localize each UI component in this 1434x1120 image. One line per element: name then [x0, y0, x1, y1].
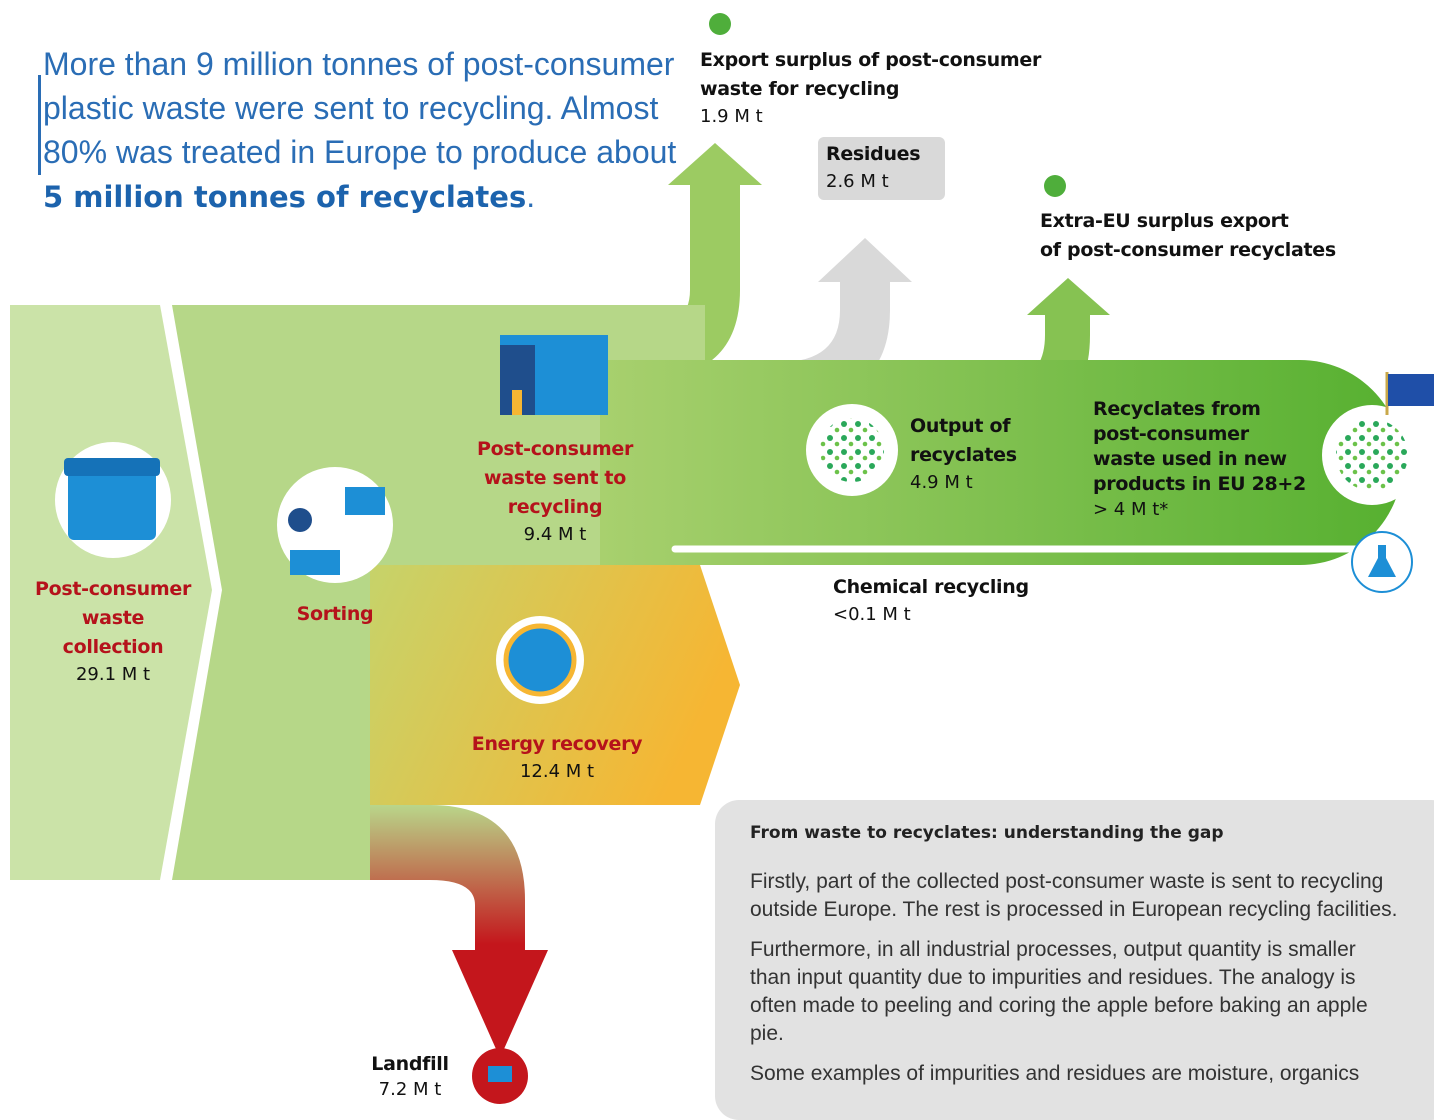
label: Output of [910, 412, 1070, 441]
label: waste for recycling [700, 75, 1160, 104]
info-body: Firstly, part of the collected post-cons… [750, 868, 1400, 1100]
info-box: From waste to recyclates: understanding … [715, 800, 1434, 1120]
info-paragraph: Firstly, part of the collected post-cons… [750, 868, 1400, 924]
sorting-node: Sorting [260, 600, 410, 629]
label: Chemical recycling [833, 573, 1133, 602]
info-paragraph: Furthermore, in all industrial processes… [750, 936, 1400, 1048]
intro-end: . [526, 178, 535, 214]
eu-use-node: Recyclates from post-consumer waste used… [1093, 397, 1333, 523]
export-node: Export surplus of post-consumer waste fo… [700, 46, 1160, 130]
globe-icon [709, 13, 731, 35]
intro-bar [38, 75, 41, 175]
output-node: Output of recyclates 4.9 M t [910, 412, 1070, 496]
residues-node: Residues 2.6 M t [826, 140, 956, 195]
label: Residues [826, 140, 956, 169]
bin-lid [64, 458, 160, 476]
value: 4.9 M t [910, 470, 1070, 496]
label: Landfill [355, 1052, 465, 1077]
output-dots [820, 418, 884, 482]
chemical-node: Chemical recycling <0.1 M t [833, 573, 1133, 628]
belt [345, 487, 385, 515]
label: Recyclates from [1093, 397, 1333, 422]
info-paragraph: Some examples of impurities and residues… [750, 1060, 1400, 1088]
label: waste [0, 604, 226, 633]
label: products in EU 28+2 [1093, 472, 1333, 497]
label: Post-consumer [0, 575, 226, 604]
value: <0.1 M t [833, 602, 1133, 628]
intro-text: More than 9 million tonnes of post-consu… [43, 46, 676, 170]
intro: More than 9 million tonnes of post-consu… [43, 42, 693, 219]
label: Energy recovery [437, 730, 677, 759]
value: 7.2 M t [355, 1077, 465, 1102]
label: waste used in new [1093, 447, 1333, 472]
label: post-consumer [1093, 422, 1333, 447]
label: Extra-EU surplus export [1040, 207, 1434, 236]
page: More than 9 million tonnes of post-consu… [0, 0, 1434, 1105]
value: 9.4 M t [445, 522, 665, 548]
value: > 4 M t* [1093, 497, 1333, 523]
value: 12.4 M t [437, 759, 677, 785]
value: 29.1 M t [0, 662, 226, 688]
info-title: From waste to recyclates: understanding … [750, 823, 1224, 843]
landfill-arrow [370, 805, 548, 1058]
collection-node: Post-consumer waste collection 29.1 M t [0, 575, 226, 688]
factory-door [512, 390, 522, 415]
label: collection [0, 633, 226, 662]
intro-highlight: 5 million tonnes of recyclates [43, 180, 526, 214]
value: 2.6 M t [826, 169, 956, 195]
label: recycling [445, 493, 665, 522]
label: Export surplus of post-consumer [700, 46, 1160, 75]
extra-eu-node: Extra-EU surplus export of post-consumer… [1040, 207, 1434, 265]
worker [288, 508, 312, 532]
value: 1.9 M t [700, 104, 1160, 130]
label: Post-consumer [445, 435, 665, 464]
tractor [488, 1066, 512, 1082]
energy-icon [506, 626, 574, 694]
landfill-node: Landfill 7.2 M t [355, 1052, 465, 1102]
globe-icon [1044, 175, 1066, 197]
label: recyclates [910, 441, 1070, 470]
energy-node: Energy recovery 12.4 M t [437, 730, 677, 785]
label: waste sent to [445, 464, 665, 493]
label: of post-consumer recyclates [1040, 236, 1434, 265]
recycling-node: Post-consumer waste sent to recycling 9.… [445, 435, 665, 548]
eu-flag [1388, 374, 1434, 406]
label: Sorting [260, 600, 410, 629]
eu-use-dots [1336, 419, 1408, 491]
belt [290, 550, 340, 575]
